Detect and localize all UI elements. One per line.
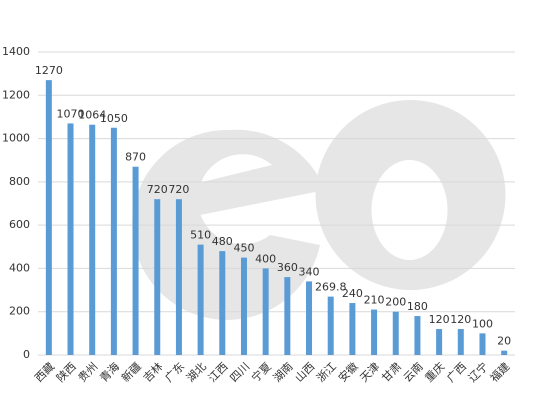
bar	[262, 268, 269, 355]
x-tick-label: 西藏	[32, 360, 57, 385]
bar	[284, 277, 291, 355]
bar	[479, 333, 486, 355]
bar	[89, 124, 96, 355]
x-tick-label: 安徽	[335, 359, 360, 384]
data-label: 1050	[100, 112, 128, 125]
x-tick-label: 广西	[444, 360, 469, 385]
x-tick-label: 青海	[97, 359, 122, 384]
bar	[327, 296, 334, 355]
bar	[67, 123, 74, 356]
y-tick-label: 1200	[2, 88, 30, 101]
bar	[197, 244, 204, 355]
bar	[501, 350, 508, 355]
y-tick-label: 1400	[2, 45, 30, 58]
data-label: 360	[277, 261, 298, 274]
data-label: 210	[364, 294, 385, 307]
y-tick-label: 600	[9, 218, 30, 231]
bar	[132, 166, 139, 355]
x-tick-label: 辽宁	[465, 359, 490, 384]
x-tick-label: 吉林	[140, 359, 165, 384]
x-tick-label: 甘肃	[379, 360, 404, 385]
data-label: 720	[147, 183, 168, 196]
x-tick-label: 湖北	[184, 360, 209, 385]
data-label: 480	[212, 235, 233, 248]
bar	[392, 311, 399, 355]
y-tick-label: 800	[9, 175, 30, 188]
data-label: 510	[190, 229, 211, 242]
x-tick-label: 江西	[206, 360, 231, 385]
data-label: 400	[255, 252, 276, 265]
data-label: 200	[385, 296, 406, 309]
bar	[219, 251, 226, 355]
data-label: 450	[233, 242, 254, 255]
x-tick-label: 四川	[227, 360, 252, 385]
y-tick-label: 400	[9, 261, 30, 274]
x-tick-label: 浙江	[314, 360, 339, 385]
data-label: 1270	[35, 64, 63, 77]
y-tick-label: 200	[9, 305, 30, 318]
x-tick-label: 福建	[487, 359, 512, 384]
data-label: 870	[125, 151, 146, 164]
bar	[457, 329, 464, 355]
x-tick-label: 新疆	[118, 359, 143, 384]
bar	[154, 199, 161, 355]
data-label: 240	[342, 287, 363, 300]
x-tick-label: 重庆	[422, 359, 447, 384]
x-tick-label: 云南	[401, 360, 426, 385]
data-label: 120	[429, 313, 450, 326]
bar	[306, 281, 313, 355]
data-label: 100	[472, 317, 493, 330]
x-tick-label: 宁夏	[248, 359, 273, 384]
data-label: 120	[450, 313, 471, 326]
x-tick-label: 山西	[293, 360, 318, 385]
data-label: 180	[407, 300, 428, 313]
y-tick-label: 1000	[2, 132, 30, 145]
data-label: 340	[299, 265, 320, 278]
bar	[414, 316, 421, 355]
x-tick-label: 湖南	[271, 360, 296, 385]
bar	[349, 303, 356, 355]
bar	[240, 257, 247, 355]
data-label: 269.8	[315, 281, 347, 294]
y-tick-label: 0	[23, 348, 30, 361]
x-tick-label: 天津	[358, 360, 383, 385]
watermark-o	[315, 100, 506, 290]
bar	[175, 199, 182, 355]
data-label: 720	[168, 183, 189, 196]
x-tick-label: 广东	[162, 360, 187, 385]
x-tick-label: 贵州	[76, 360, 101, 385]
data-label: 1064	[78, 109, 106, 122]
data-label: 20	[497, 335, 511, 348]
bar	[45, 80, 52, 355]
bar	[436, 329, 443, 355]
bar	[371, 309, 378, 355]
data-label: 1070	[57, 107, 85, 120]
bar	[110, 127, 117, 355]
x-tick-label: 陕西	[53, 359, 78, 384]
